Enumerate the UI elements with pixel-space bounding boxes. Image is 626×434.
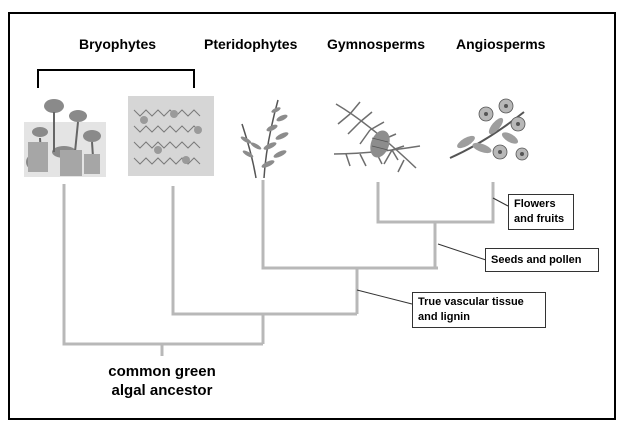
ancestor-line2: algal ancestor xyxy=(111,382,213,399)
conifer-branch-illustration xyxy=(333,101,421,173)
ancestor-line1: common green xyxy=(108,363,216,380)
branch-moss-vascular xyxy=(171,186,357,316)
vascular-pointer xyxy=(356,289,413,305)
seeds-callout-line1: Seeds and pollen xyxy=(491,254,582,266)
vascular-callout-line2: and lignin xyxy=(418,311,470,323)
flowers-callout: Flowers and fruits xyxy=(508,194,574,230)
bryophyte-bracket xyxy=(37,69,195,88)
common-ancestor-label: common green algal ancestor xyxy=(97,362,227,400)
moss-cushion-illustration xyxy=(128,96,214,176)
flowering-plant-illustration xyxy=(449,98,529,161)
seeds-callout: Seeds and pollen xyxy=(485,248,599,272)
vascular-callout-line1: True vascular tissue xyxy=(418,296,524,308)
bryophytes-label: Bryophytes xyxy=(79,36,157,52)
flowers-pointer xyxy=(492,197,509,207)
branch-lines xyxy=(62,180,495,356)
flowers-callout-line2: and fruits xyxy=(514,213,565,225)
branch-pterido-seed xyxy=(261,180,438,270)
liverwort-moss-illustration xyxy=(24,99,106,177)
branch-gymno-angio xyxy=(376,182,495,224)
vascular-callout: True vascular tissue and lignin xyxy=(412,292,546,328)
gymnosperms-label: Gymnosperms xyxy=(327,36,426,52)
seeds-pointer xyxy=(437,243,487,261)
flowers-callout-line1: Flowers xyxy=(514,198,556,210)
fern-illustration xyxy=(240,99,289,179)
pteridophytes-label: Pteridophytes xyxy=(204,36,298,52)
angiosperms-label: Angiosperms xyxy=(456,36,546,52)
branch-root xyxy=(62,184,263,346)
